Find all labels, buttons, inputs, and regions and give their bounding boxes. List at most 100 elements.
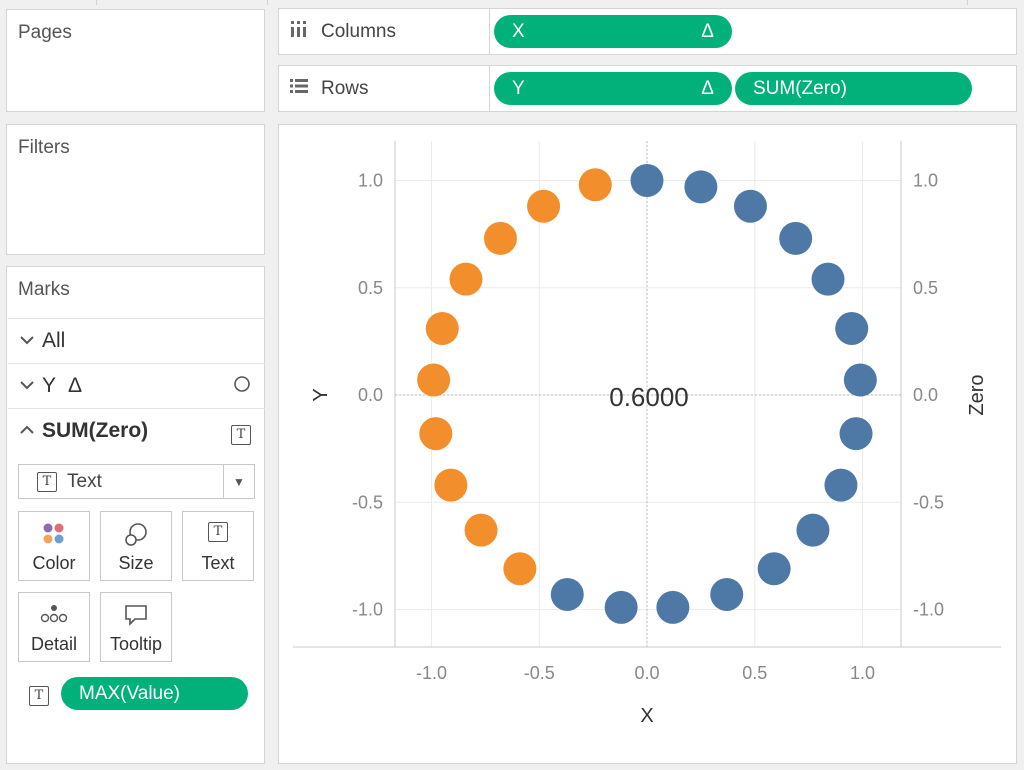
chevron-down-icon[interactable] [12, 332, 42, 350]
pill-x-label: X [512, 20, 525, 42]
detail-icon [19, 603, 89, 625]
zero-tick-label: -0.5 [913, 492, 944, 512]
color-icon [19, 522, 89, 546]
rows-icon [289, 78, 311, 99]
data-point [503, 552, 537, 586]
data-point [419, 417, 453, 451]
columns-shelf-label: Columns [279, 9, 490, 54]
data-point [843, 363, 877, 397]
delta-icon: Δ [701, 77, 714, 99]
tooltip-button[interactable]: Tooltip [100, 592, 172, 662]
text-button-label: Text [201, 553, 235, 573]
mark-type-dropdown[interactable]: T Text ▼ [18, 464, 255, 499]
pill-y[interactable]: Y Δ [494, 72, 732, 105]
chevron-down-icon[interactable] [12, 377, 42, 395]
data-point [417, 363, 451, 397]
pages-title: Pages [18, 22, 72, 43]
text-button[interactable]: T Text [182, 511, 254, 581]
rows-label-text: Rows [321, 77, 369, 99]
data-point [684, 170, 718, 204]
marks-card: Marks All Y Δ SUM(Zero) T T Text ▼ [6, 266, 265, 764]
data-point [464, 513, 498, 547]
x-tick-label: 1.0 [850, 663, 875, 683]
data-point [839, 417, 873, 451]
data-point [796, 513, 830, 547]
data-point [733, 189, 767, 223]
marks-sumzero-row[interactable]: SUM(Zero) T [8, 408, 265, 453]
data-point [434, 468, 468, 502]
y-tick-label: -0.5 [352, 492, 383, 512]
chart-points [417, 164, 877, 624]
y-tick-label: 1.0 [358, 171, 383, 191]
chevron-up-icon[interactable] [12, 422, 42, 440]
delta-icon: Δ [701, 20, 714, 42]
pill-x[interactable]: X Δ [494, 15, 732, 48]
top-strip [0, 0, 1024, 5]
top-strip-tick [96, 0, 97, 5]
chart-axes: 1.0 0.5 0.0 -0.5 -1.0 1.0 0.5 0.0 -0.5 -1.0 -1.0 -0… [293, 141, 1001, 683]
columns-label-text: Columns [321, 20, 396, 42]
top-strip-tick [967, 0, 968, 5]
columns-shelf[interactable]: Columns X Δ [278, 8, 1017, 55]
data-point [449, 262, 483, 296]
detail-button[interactable]: Detail [18, 592, 90, 662]
mark-type-value: Text [67, 470, 102, 492]
marks-y-row[interactable]: Y Δ [8, 363, 265, 408]
color-button[interactable]: Color [18, 511, 90, 581]
zero-tick-label: -1.0 [913, 600, 944, 620]
text-icon: T [29, 686, 49, 706]
pill-sum-zero[interactable]: SUM(Zero) [735, 72, 972, 105]
columns-icon [289, 20, 311, 43]
data-point [483, 221, 517, 255]
pill-y-label: Y [512, 77, 525, 99]
text-icon: T [37, 471, 57, 492]
marks-sumzero-label: SUM(Zero) [42, 419, 149, 442]
filters-title: Filters [18, 137, 70, 158]
top-strip-tick [267, 0, 268, 5]
data-point [604, 590, 638, 624]
rows-shelf-label: Rows [279, 66, 490, 111]
center-text-label: 0.6000 [609, 382, 689, 412]
zero-axis-title: Zero [966, 374, 988, 415]
filters-shelf[interactable]: Filters [6, 124, 265, 255]
y-tick-label: 0.5 [358, 278, 383, 298]
text-icon: T [231, 420, 251, 445]
pages-shelf[interactable]: Pages [6, 9, 265, 112]
tooltip-button-label: Tooltip [109, 634, 163, 654]
data-point [811, 262, 845, 296]
data-point [527, 189, 561, 223]
circle-icon [233, 375, 251, 399]
delta-icon: Δ [68, 374, 83, 397]
marks-all-label: All [42, 329, 66, 352]
marks-all-row[interactable]: All [8, 318, 265, 363]
marks-title: Marks [18, 279, 70, 300]
zero-tick-label: 0.5 [913, 278, 938, 298]
detail-button-label: Detail [30, 634, 78, 654]
data-point [757, 552, 791, 586]
caret-down-icon[interactable]: ▼ [223, 465, 254, 498]
marks-y-label: Y [42, 374, 57, 397]
y-tick-label: -1.0 [352, 600, 383, 620]
x-tick-label: 0.0 [634, 663, 659, 683]
field-pill-max-value[interactable]: MAX(Value) [61, 677, 248, 710]
size-icon [101, 522, 171, 548]
text-icon: T [183, 522, 253, 542]
size-button[interactable]: Size [100, 511, 172, 581]
y-tick-label: 0.0 [358, 385, 383, 405]
x-tick-label: 0.5 [742, 663, 767, 683]
pill-sum-zero-label: SUM(Zero) [753, 77, 847, 99]
data-point [824, 468, 858, 502]
rows-shelf[interactable]: Rows Y Δ SUM(Zero) [278, 65, 1017, 112]
x-tick-label: -1.0 [416, 663, 447, 683]
color-button-label: Color [32, 553, 76, 573]
data-point [550, 577, 584, 611]
x-axis-title: X [640, 705, 653, 727]
y-axis-title: Y [310, 388, 332, 401]
chart-view[interactable]: 1.0 0.5 0.0 -0.5 -1.0 1.0 0.5 0.0 -0.5 -1.0 -1.0 -0… [278, 124, 1017, 764]
field-pill-label: MAX(Value) [79, 682, 181, 704]
zero-tick-label: 0.0 [913, 385, 938, 405]
data-point [630, 164, 664, 197]
data-point [578, 168, 612, 202]
data-point [835, 312, 869, 346]
scatter-chart[interactable]: 1.0 0.5 0.0 -0.5 -1.0 1.0 0.5 0.0 -0.5 -1.0 -1.0 -0… [279, 125, 1016, 763]
